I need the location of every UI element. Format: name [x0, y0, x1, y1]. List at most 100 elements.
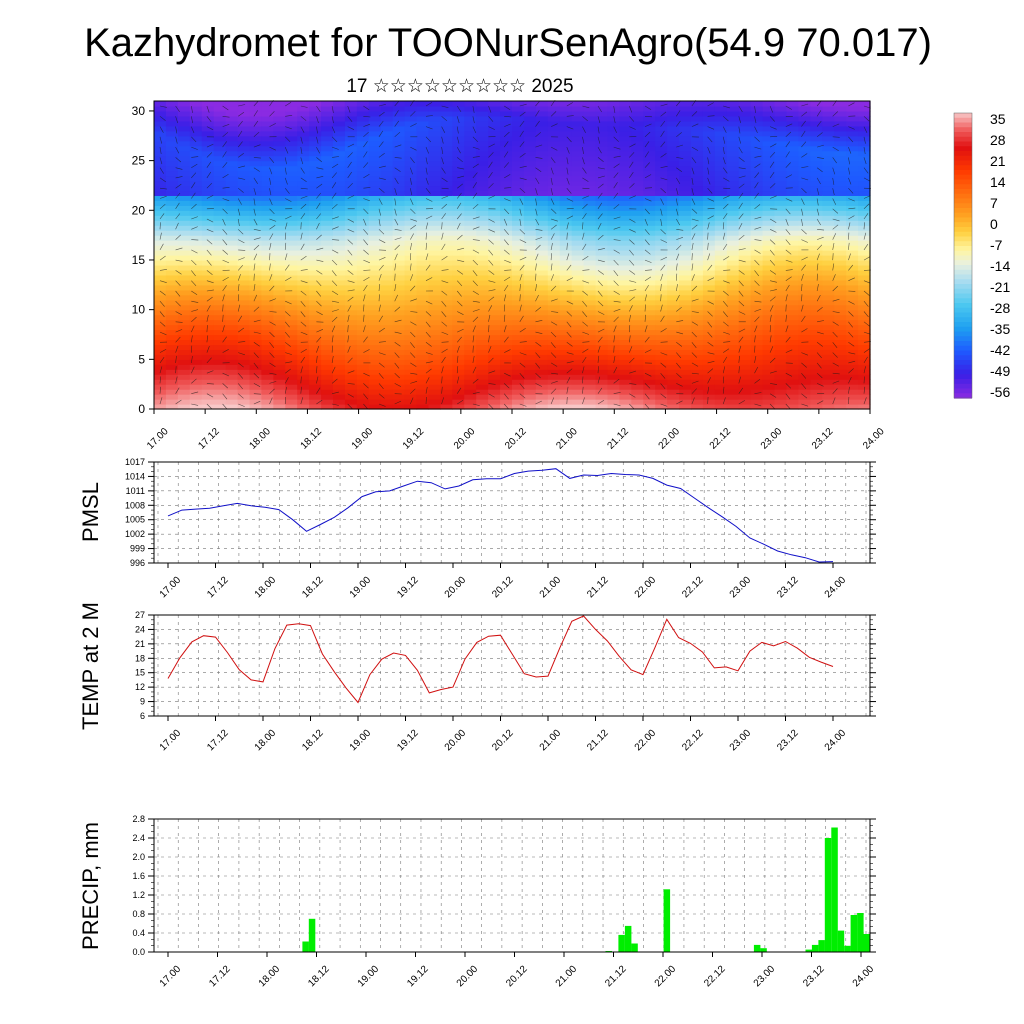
wind-vector	[691, 342, 697, 348]
wind-vector	[801, 264, 806, 271]
wind-vector	[441, 203, 448, 210]
heatmap-cell	[679, 324, 692, 331]
wind-vector	[316, 300, 322, 307]
heatmap-cell	[500, 264, 513, 271]
heatmap-cell	[834, 349, 847, 355]
heatmap-cell	[309, 160, 322, 167]
wind-vector	[253, 167, 260, 172]
wind-vector	[253, 400, 261, 405]
wind-vector	[519, 187, 526, 194]
heatmap-cell	[679, 115, 692, 122]
heatmap-cell	[273, 324, 286, 331]
heatmap-cell	[177, 359, 191, 365]
wind-vector	[222, 187, 230, 189]
heatmap-cell	[488, 334, 501, 341]
wind-vector	[597, 280, 603, 287]
heatmap-cell	[583, 115, 597, 122]
wind-vector	[535, 167, 542, 172]
heatmap-cell	[261, 359, 274, 365]
heatmap-cell	[297, 195, 310, 201]
heatmap-cell	[607, 165, 620, 172]
wind-vector	[519, 373, 525, 379]
heatmap-cell	[297, 309, 310, 316]
wind-vector	[644, 208, 650, 215]
heatmap-cell	[583, 165, 597, 172]
heatmap-cell	[273, 205, 286, 211]
wind-vector	[644, 304, 646, 312]
heatmap-cell	[523, 180, 537, 187]
heatmap-cell	[798, 105, 811, 112]
heatmap-cell	[464, 250, 477, 256]
wind-vector	[488, 229, 496, 233]
heatmap-cell	[679, 110, 692, 117]
heatmap-cell	[535, 160, 549, 167]
heatmap-cell	[452, 205, 465, 211]
heatmap-cell	[297, 379, 310, 385]
heatmap-cell	[798, 165, 811, 172]
wind-vector	[472, 345, 474, 353]
heatmap-cell	[655, 200, 668, 206]
wind-vector	[676, 167, 683, 173]
heatmap-cell	[810, 135, 823, 142]
wind-vector	[629, 143, 636, 148]
heatmap-cell	[500, 354, 513, 360]
heatmap-cell	[213, 165, 227, 172]
heatmap-cell	[535, 319, 549, 326]
heatmap-cell	[523, 279, 537, 286]
heatmap-cell	[237, 230, 251, 236]
heatmap-cell	[404, 115, 418, 122]
wind-vector	[331, 290, 339, 295]
heatmap-cell	[154, 180, 167, 187]
heatmap-cell	[822, 364, 835, 370]
heatmap-cell	[679, 230, 692, 236]
heatmap-cell	[702, 334, 716, 341]
heatmap-cell	[165, 125, 179, 132]
wind-vector	[363, 276, 370, 281]
heatmap-cell	[428, 240, 441, 246]
wind-vector	[629, 249, 634, 256]
wind-vector	[644, 218, 648, 226]
heatmap-cell	[177, 180, 191, 187]
heatmap-cell	[500, 369, 513, 375]
heatmap-cell	[583, 284, 597, 291]
heatmap-cell	[679, 364, 692, 370]
heatmap-cell	[810, 329, 823, 336]
wind-vector	[191, 126, 195, 134]
heatmap-cell	[428, 359, 441, 365]
heatmap-cell	[309, 399, 322, 405]
heatmap-cell	[404, 101, 418, 107]
heatmap-cell	[774, 299, 788, 306]
wind-vector	[378, 294, 380, 302]
heatmap-cell	[655, 264, 668, 271]
wind-vector	[566, 188, 572, 194]
heatmap-cell	[213, 101, 227, 107]
wind-vector	[378, 264, 384, 271]
wind-vector	[331, 378, 338, 384]
heatmap-cell	[333, 245, 346, 251]
heatmap-cell	[428, 374, 441, 380]
heatmap-cell	[440, 150, 453, 157]
heatmap-cell	[154, 115, 167, 122]
heatmap-cell	[512, 130, 525, 137]
heatmap-cell	[237, 309, 251, 316]
heatmap-cell	[738, 220, 752, 226]
heatmap-cell	[667, 125, 680, 132]
heatmap-cell	[165, 200, 179, 206]
heatmap-cell	[333, 264, 346, 271]
wind-vector	[785, 393, 791, 400]
heatmap-cell	[237, 185, 251, 192]
heatmap-cell	[786, 349, 799, 355]
heatmap-cell	[488, 309, 501, 316]
heatmap-cell	[416, 245, 430, 251]
heatmap-cell	[798, 250, 811, 256]
heatmap-cell	[535, 205, 549, 211]
wind-vector	[613, 126, 617, 134]
wind-vector	[285, 198, 292, 202]
heatmap-cell	[726, 155, 740, 162]
heatmap-cell	[738, 105, 752, 112]
wind-vector	[363, 239, 369, 246]
wind-vector	[237, 315, 243, 322]
heatmap-cell	[512, 195, 525, 201]
wind-vector	[222, 229, 228, 235]
heatmap-cell	[750, 279, 764, 286]
